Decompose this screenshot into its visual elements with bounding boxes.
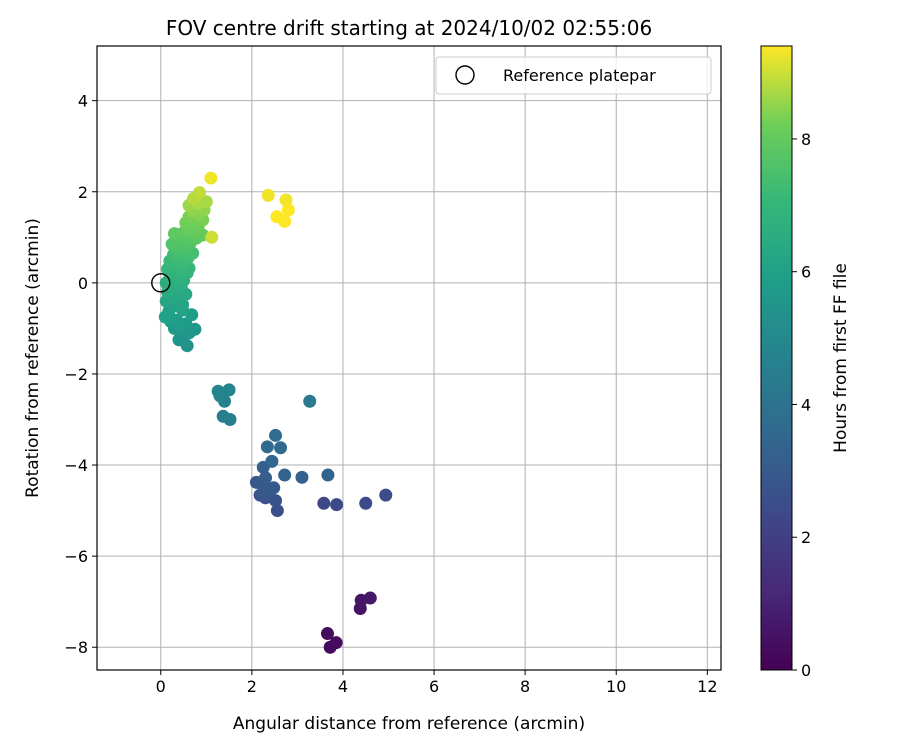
x-tick-label: 0	[156, 677, 166, 696]
colorbar-tick-label: 8	[801, 130, 811, 149]
data-point	[223, 412, 237, 426]
data-point	[278, 214, 292, 228]
data-point	[303, 394, 317, 408]
legend: Reference platepar	[435, 56, 712, 95]
x-tick-label: 2	[247, 677, 257, 696]
y-axis-ticks: −8 −6 −4 −2 0 2 4	[64, 92, 97, 657]
data-point	[270, 504, 284, 518]
reference-point	[151, 273, 171, 293]
x-tick-label: 4	[338, 677, 348, 696]
data-point	[320, 627, 334, 641]
data-point	[359, 496, 373, 510]
data-point	[379, 488, 393, 502]
data-points	[158, 171, 393, 654]
x-tick-label: 12	[697, 677, 717, 696]
y-tick-label: 0	[78, 274, 88, 293]
colorbar-ticks: 0 2 4 6 8	[792, 130, 811, 680]
data-point	[278, 468, 292, 482]
data-point	[265, 454, 279, 468]
plot-frame	[96, 45, 722, 671]
grid-lines	[97, 46, 721, 670]
data-point	[317, 496, 331, 510]
data-point	[295, 470, 309, 484]
data-point	[259, 471, 273, 485]
colorbar-tick-label: 4	[801, 395, 811, 414]
data-point	[330, 498, 344, 512]
data-point	[267, 481, 281, 495]
x-tick-label: 6	[429, 677, 439, 696]
data-point	[269, 428, 283, 442]
data-point	[279, 193, 293, 207]
data-point	[222, 383, 236, 397]
data-point	[260, 440, 274, 454]
data-point	[274, 441, 288, 455]
data-point	[363, 591, 377, 605]
y-tick-label: −8	[64, 638, 88, 657]
data-point	[199, 195, 213, 209]
colorbar: 0 2 4 6 8 Hours from first FF file	[760, 45, 851, 680]
y-tick-label: −4	[64, 456, 88, 475]
y-tick-label: −6	[64, 547, 88, 566]
x-tick-label: 8	[520, 677, 530, 696]
y-tick-label: 4	[78, 92, 88, 111]
colorbar-label: Hours from first FF file	[831, 263, 851, 453]
x-tick-label: 10	[606, 677, 626, 696]
data-point	[329, 636, 343, 650]
colorbar-tick-label: 6	[801, 263, 811, 282]
chart-title: FOV centre drift starting at 2024/10/02 …	[166, 16, 652, 40]
colorbar-tick-label: 2	[801, 528, 811, 547]
data-point	[204, 171, 218, 185]
data-point	[261, 188, 275, 202]
data-point	[281, 203, 295, 217]
data-point	[205, 230, 219, 244]
legend-marker-icon	[455, 65, 475, 85]
x-axis-label: Angular distance from reference (arcmin)	[233, 714, 585, 734]
legend-entry-reference: Reference platepar	[503, 66, 656, 85]
y-axis-label: Rotation from reference (arcmin)	[23, 218, 43, 498]
x-axis-ticks: 0 2 4 6 8 10 12	[156, 670, 718, 696]
colorbar-gradient	[760, 45, 793, 671]
data-point	[192, 186, 206, 200]
colorbar-tick-label: 0	[801, 661, 811, 680]
legend-box	[435, 56, 712, 95]
y-tick-label: −2	[64, 365, 88, 384]
y-tick-label: 2	[78, 183, 88, 202]
data-point	[170, 313, 184, 327]
data-point	[211, 384, 225, 398]
reference-marker	[151, 273, 171, 293]
data-point	[321, 468, 335, 482]
